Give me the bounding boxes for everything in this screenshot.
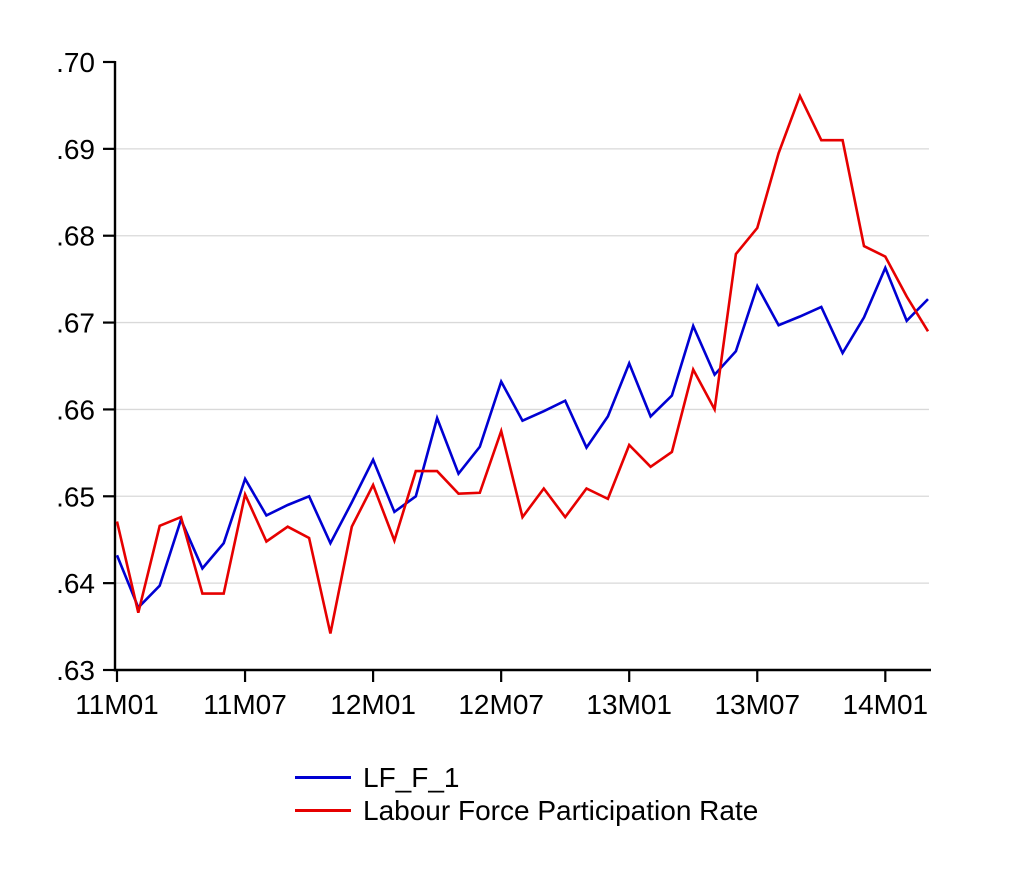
series-line-lf-f-1 — [115, 264, 929, 610]
y-axis-labels: .63 .64 .65 .66 .67 .68 .69 .70 — [56, 47, 95, 686]
legend-line-swatch-blue — [295, 776, 351, 779]
y-tick-label: .63 — [56, 655, 95, 686]
y-tick-label: .65 — [56, 481, 95, 512]
y-tick-label: .70 — [56, 47, 95, 78]
x-axis-ticks — [115, 670, 887, 682]
series-lines — [115, 92, 930, 634]
series-line-labour-force-participation-rate — [115, 92, 930, 634]
y-tick-label: .68 — [56, 221, 95, 252]
x-tick-label: 12M07 — [458, 689, 544, 720]
legend-item-lf-f-1: LF_F_1 — [295, 761, 758, 794]
x-tick-label: 14M01 — [843, 689, 929, 720]
y-tick-label: .69 — [56, 134, 95, 165]
x-tick-label: 12M01 — [330, 689, 416, 720]
chart-legend: LF_F_1 Labour Force Participation Rate — [295, 761, 758, 827]
y-tick-label: .64 — [56, 568, 95, 599]
y-tick-label: .66 — [56, 394, 95, 425]
y-axis-ticks — [103, 60, 115, 672]
axes — [113, 61, 931, 672]
legend-label-lf-f-1: LF_F_1 — [363, 762, 460, 793]
x-tick-label: 11M01 — [75, 689, 159, 720]
y-tick-label: .67 — [56, 308, 95, 339]
x-tick-label: 11M07 — [203, 689, 287, 720]
x-tick-label: 13M01 — [586, 689, 672, 720]
gridlines — [116, 148, 929, 584]
legend-item-participation-rate: Labour Force Participation Rate — [295, 794, 758, 827]
x-axis-labels: 11M01 11M07 12M01 12M07 13M01 13M07 14M01 — [75, 689, 928, 720]
legend-line-swatch-red — [295, 809, 351, 812]
legend-label-participation-rate: Labour Force Participation Rate — [363, 795, 759, 826]
x-tick-label: 13M07 — [714, 689, 800, 720]
